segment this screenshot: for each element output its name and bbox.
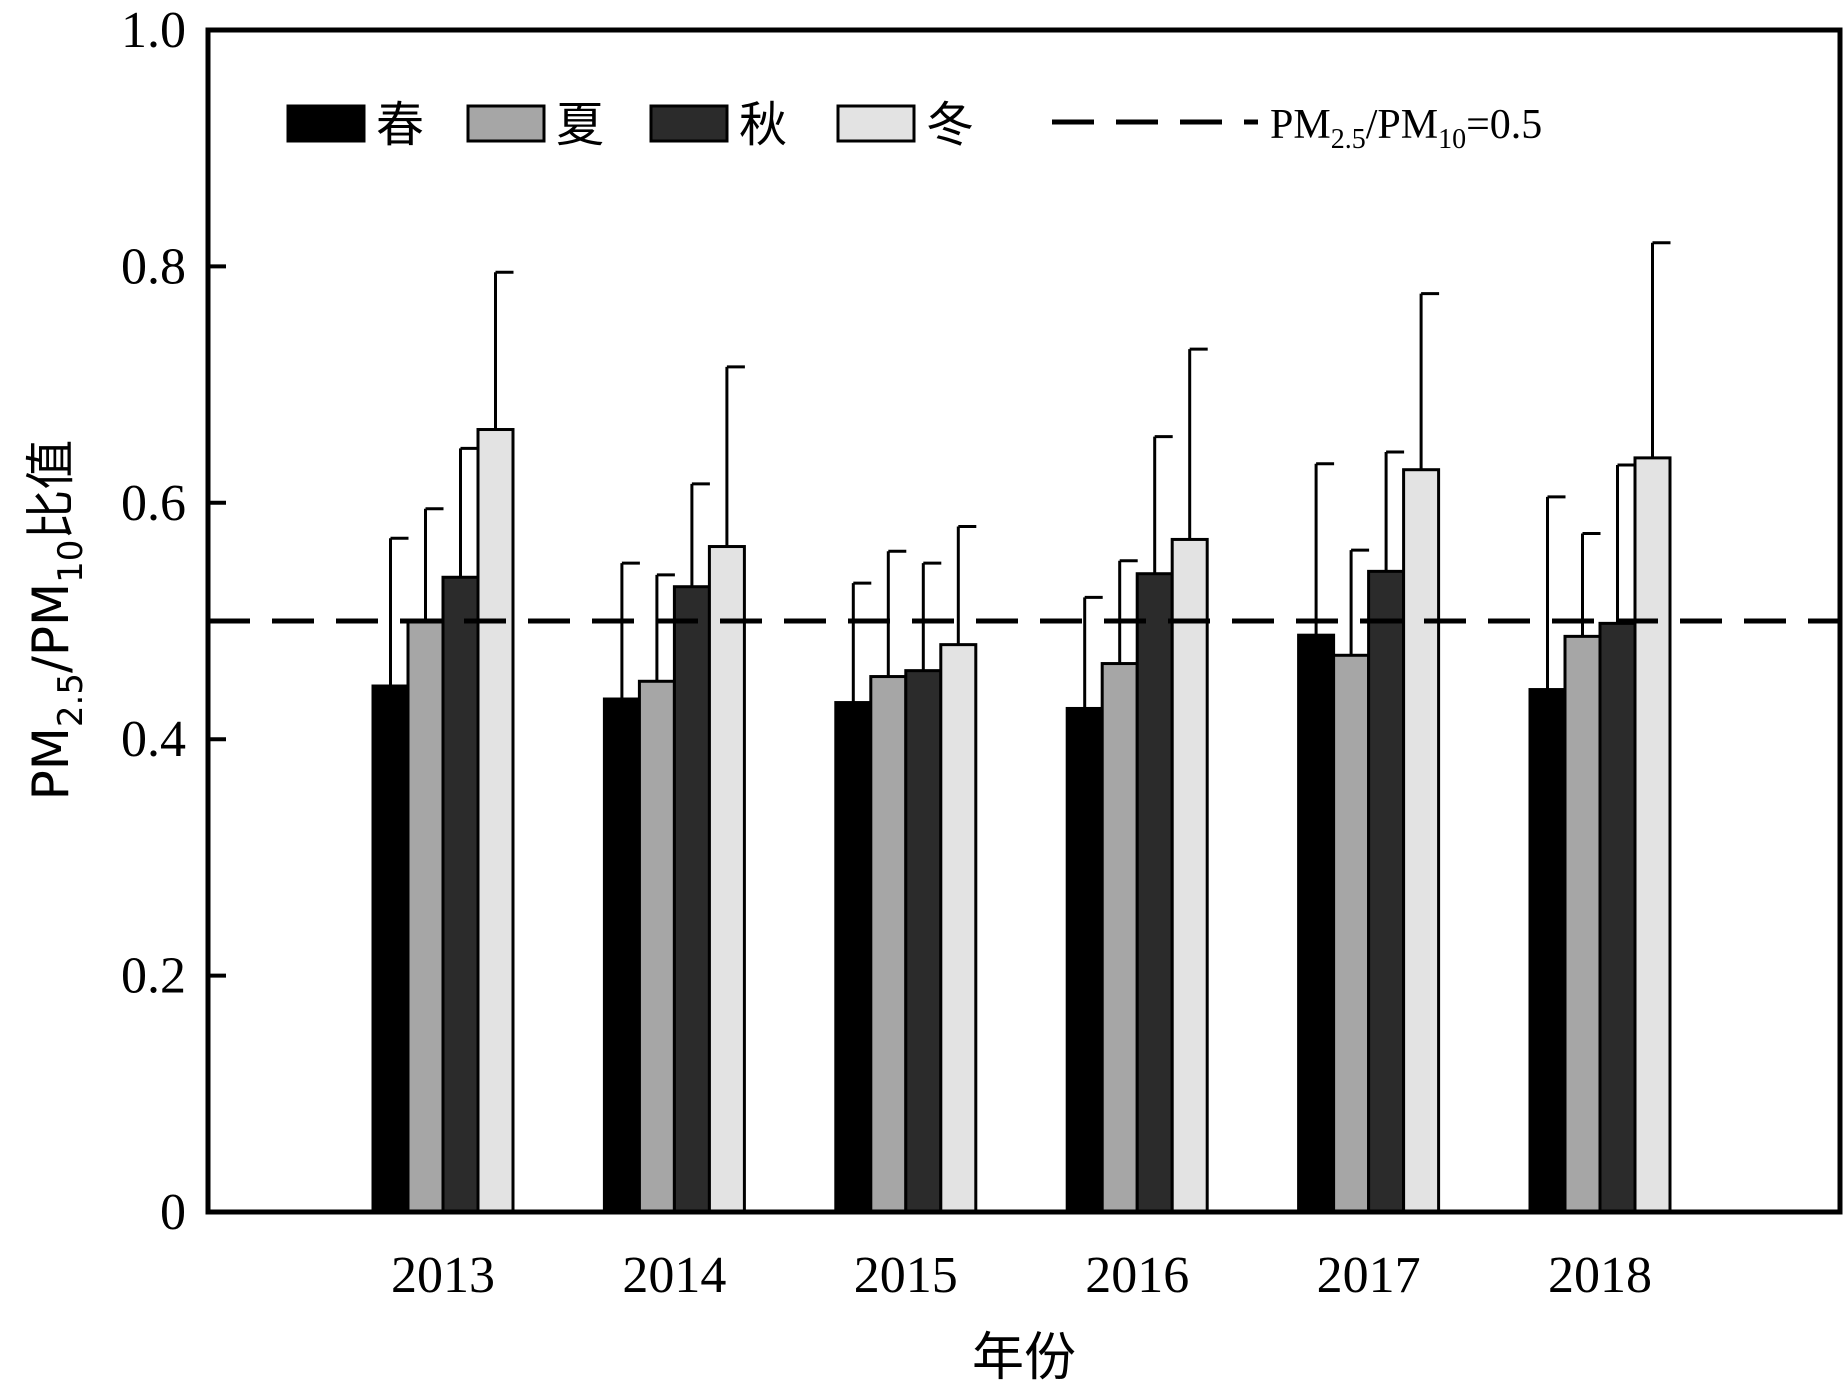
bar-2016-夏 [1100,662,1139,1214]
error-bar-2017-夏 [1349,548,1370,656]
error-bar-2013-春 [389,536,409,687]
error-bar-2017-秋 [1384,450,1405,572]
x-tick-label: 2016 [1085,1247,1189,1304]
error-bar-2013-秋 [459,446,479,578]
bar-2018-春 [1528,688,1567,1214]
error-bar-2017-冬 [1419,292,1440,470]
bars-layer [371,428,1672,1214]
legend: 春 夏 秋 冬 PM2.5/PM10=0.5 [286,99,1542,155]
bar-2018-夏 [1563,634,1602,1214]
error-bar-2014-春 [620,561,640,700]
bar-2016-冬 [1170,537,1209,1214]
error-bar-2016-冬 [1188,347,1208,540]
bar-2014-冬 [707,545,746,1214]
error-bar-2017-春 [1314,462,1335,636]
y-axis: 0 0.2 0.4 0.6 0.8 1.0 [121,2,226,1241]
y-tick-label: 0 [160,1184,186,1241]
bar-2015-秋 [904,669,943,1214]
bar-2018-秋 [1598,621,1637,1214]
bar-2017-夏 [1332,653,1371,1214]
error-bar-2016-春 [1083,595,1103,709]
error-bar-2013-冬 [494,270,514,430]
bar-2017-冬 [1402,468,1441,1214]
bar-2017-春 [1297,633,1336,1214]
error-bar-2018-冬 [1651,241,1671,458]
error-bar-2018-春 [1546,495,1566,690]
bar-2013-夏 [406,619,445,1214]
error-bar-2014-秋 [690,482,710,587]
bar-2013-春 [371,684,410,1214]
x-tick-label: 2014 [622,1247,726,1304]
error-bar-2013-夏 [424,507,444,621]
x-axis: 2013 2014 2015 2016 2017 2018 [391,1247,1652,1304]
bar-2013-冬 [476,428,515,1214]
x-tick-label: 2015 [854,1247,958,1304]
bar-2016-春 [1065,706,1104,1214]
legend-swatch [649,104,729,143]
bar-2018-冬 [1633,456,1672,1214]
legend-label: PM2.5/PM10=0.5 [1270,102,1542,155]
x-tick-label: 2017 [1317,1247,1421,1304]
x-axis-title: 年份 [972,1328,1076,1388]
y-axis-title: PM2.5/PM10比值 [22,440,91,801]
legend-item-秋: 秋 [649,99,787,152]
legend-label: 夏 [556,99,604,152]
y-tick-label: 0.8 [121,238,186,295]
legend-item-冬: 冬 [836,99,974,152]
y-tick-label: 1.0 [121,2,186,59]
bar-2016-秋 [1135,572,1174,1214]
error-bar-2014-夏 [655,573,675,682]
y-tick-label: 0.6 [121,475,186,532]
error-bar-2018-秋 [1616,463,1636,624]
plot-frame [205,27,1843,1215]
legend-item-reference-line: PM2.5/PM10=0.5 [1052,102,1542,155]
legend-swatch [466,104,546,143]
error-bar-2015-冬 [956,524,977,645]
error-bars-layer [389,241,1671,709]
bar-2015-夏 [869,675,908,1214]
legend-item-夏: 夏 [466,99,604,152]
bar-2015-冬 [939,643,978,1214]
error-bar-2016-秋 [1153,435,1173,574]
legend-label: 春 [376,99,424,152]
bar-2014-秋 [672,585,711,1214]
legend-swatch [836,104,916,143]
legend-label: 冬 [926,99,974,152]
legend-swatch [286,104,366,143]
x-tick-label: 2018 [1548,1247,1652,1304]
error-bar-2015-春 [851,581,872,703]
error-bar-2016-夏 [1118,559,1138,664]
bar-2014-春 [602,697,641,1214]
error-bar-2015-秋 [921,561,942,671]
bar-2013-秋 [441,575,480,1214]
legend-label: 秋 [739,99,787,152]
error-bar-2015-夏 [886,549,907,677]
bar-2015-春 [834,701,873,1214]
y-tick-label: 0.2 [121,948,186,1005]
bar-2014-夏 [637,679,676,1214]
legend-item-春: 春 [286,99,424,152]
y-tick-label: 0.4 [121,711,186,768]
error-bar-2014-冬 [725,365,745,547]
bar-2017-秋 [1367,569,1406,1214]
x-tick-label: 2013 [391,1247,495,1304]
